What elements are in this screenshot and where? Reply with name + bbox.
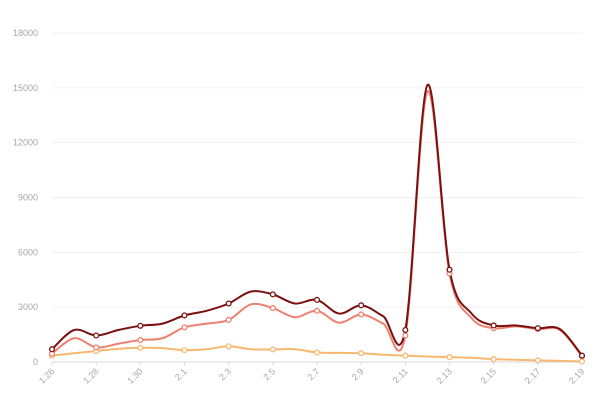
series-2-point-2.1[interactable]	[181, 324, 188, 331]
series-2-point-2.9[interactable]	[358, 311, 365, 318]
x-tick-label-2.15: 2.15	[479, 366, 498, 385]
x-tick-label-1.26: 1.26	[37, 366, 56, 385]
y-tick-label-12000: 12000	[13, 138, 38, 148]
series-1-point-2.5[interactable]	[269, 291, 276, 298]
series-2-point-2.7[interactable]	[313, 307, 321, 314]
series-2-point-2.3[interactable]	[225, 316, 232, 324]
series-3-point-2.15[interactable]	[490, 356, 497, 363]
y-axis: 0 3000 6000 9000 12000 15000 18000	[13, 28, 38, 367]
series-1-point-2.3[interactable]	[225, 300, 232, 307]
series-3-point-2.5[interactable]	[269, 346, 276, 353]
series-1-point-2.11[interactable]	[402, 326, 409, 334]
series-1-point-1.30[interactable]	[137, 322, 144, 329]
series-1-point-2.1[interactable]	[181, 312, 188, 319]
series-3-point-2.11[interactable]	[402, 352, 409, 359]
x-tick-label-1.28: 1.28	[81, 366, 100, 385]
series-1-point-2.9[interactable]	[358, 302, 365, 309]
series-3-point-2.1[interactable]	[181, 347, 188, 354]
series-2-point-1.28[interactable]	[93, 344, 100, 351]
series-2-point-2.11[interactable]	[402, 332, 409, 339]
series-3-point-2.17[interactable]	[534, 357, 541, 364]
x-tick-label-2.13: 2.13	[434, 366, 453, 385]
series-3-point-2.19[interactable]	[578, 358, 586, 365]
series-3-point-2.13[interactable]	[446, 354, 453, 361]
x-tick-label-2.11: 2.11	[391, 366, 410, 385]
series-2-point-2.5[interactable]	[269, 305, 276, 312]
y-tick-label-6000: 6000	[18, 247, 38, 257]
series-2-line	[51, 90, 583, 357]
series-3-point-1.30[interactable]	[137, 344, 144, 351]
x-axis: 1.26 1.28 1.30 2.1 2.3 2.5 2.7 2.9 2.11 2.13 2.15 2…	[37, 362, 586, 386]
grid-lines	[52, 32, 582, 363]
x-tick-label-2.9: 2.9	[350, 366, 366, 382]
series-points	[48, 266, 586, 365]
x-tick-label-2.7: 2.7	[305, 366, 321, 382]
series-1-point-1.28[interactable]	[93, 332, 100, 339]
series-1-point-2.13[interactable]	[446, 266, 453, 273]
x-tick-label-2.1: 2.1	[173, 366, 189, 382]
series-1-point-1.26[interactable]	[48, 346, 56, 353]
series-1-line	[51, 84, 583, 357]
series-2-point-1.30[interactable]	[137, 337, 144, 344]
series-lines	[51, 84, 583, 363]
y-tick-label-0: 0	[33, 357, 38, 367]
x-tick-label-2.5: 2.5	[261, 366, 277, 382]
x-tick-label-2.3: 2.3	[217, 366, 233, 382]
y-tick-label-15000: 15000	[13, 83, 38, 93]
series-3-point-2.7[interactable]	[313, 349, 321, 356]
y-tick-label-3000: 3000	[18, 302, 38, 312]
series-3-point-2.3[interactable]	[225, 343, 232, 350]
series-1-point-2.15[interactable]	[490, 322, 497, 329]
series-3-point-2.9[interactable]	[358, 350, 365, 357]
series-1-point-2.17[interactable]	[534, 325, 541, 332]
x-tick-label-2.17: 2.17	[523, 366, 542, 385]
x-tick-label-1.30: 1.30	[125, 366, 144, 385]
x-tick-label-2.19: 2.19	[567, 366, 586, 385]
y-tick-label-9000: 9000	[18, 193, 38, 203]
series-1-point-2.7[interactable]	[313, 296, 321, 303]
series-1-point-2.19[interactable]	[578, 352, 586, 359]
y-tick-label-18000: 18000	[13, 28, 38, 38]
